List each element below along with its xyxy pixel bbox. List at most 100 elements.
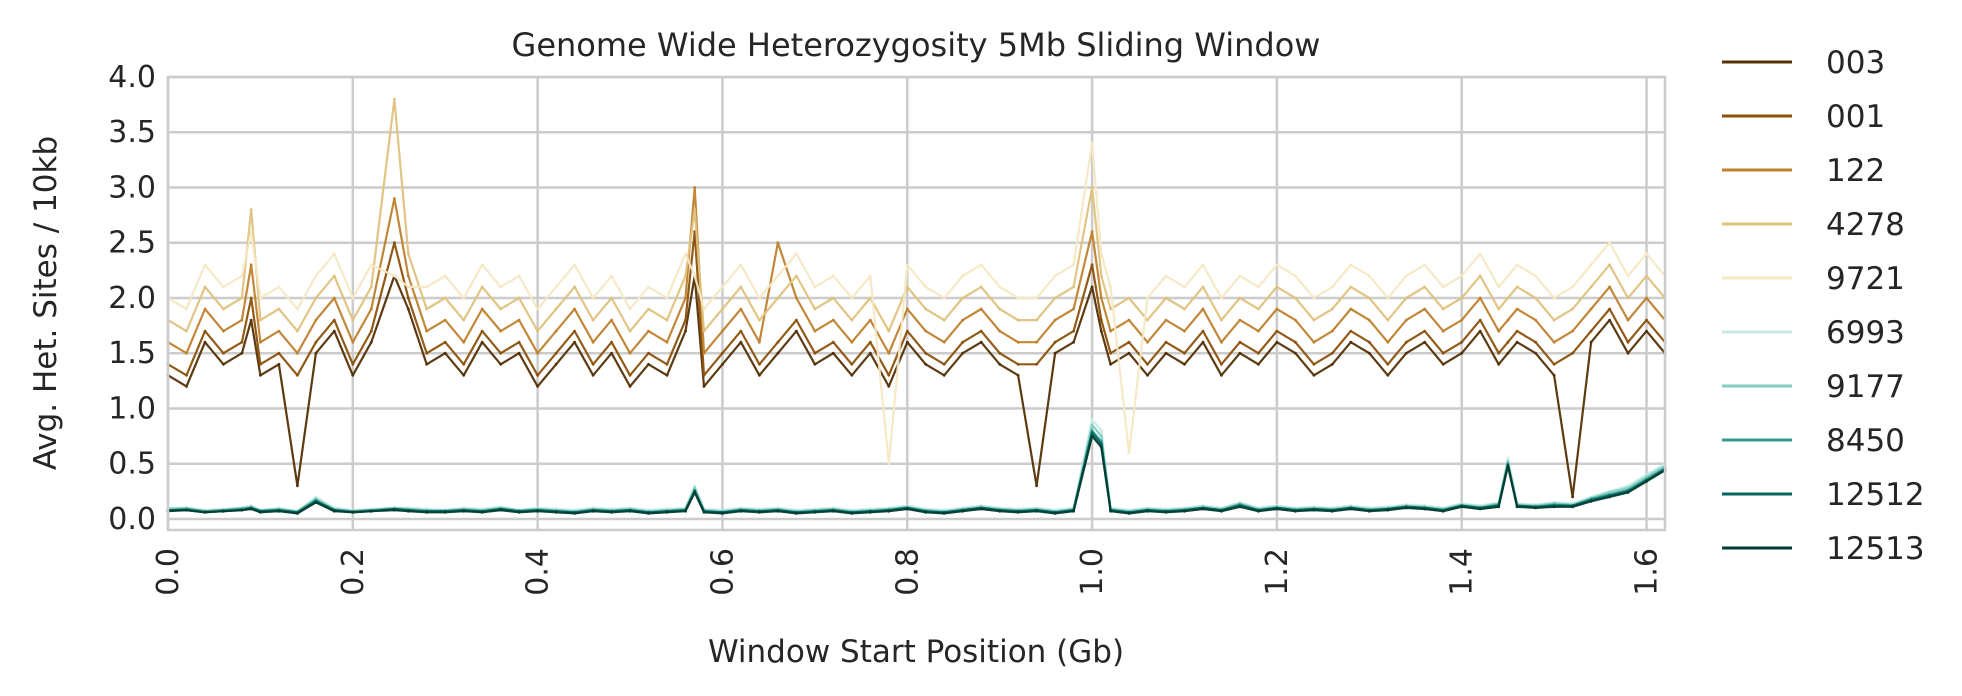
data-point-001 <box>314 340 318 344</box>
data-point-003 <box>1201 340 1205 344</box>
data-point-001 <box>1164 340 1168 344</box>
data-point-001 <box>1330 351 1334 355</box>
data-point-4278 <box>591 318 595 322</box>
data-point-12513 <box>693 491 697 494</box>
data-point-12513 <box>1497 505 1501 509</box>
data-point-12513 <box>1552 505 1556 509</box>
data-point-4278 <box>1589 285 1593 289</box>
data-point-12513 <box>393 508 396 512</box>
data-point-12513 <box>1146 509 1149 513</box>
data-point-4278 <box>1386 318 1390 322</box>
data-point-122 <box>850 340 854 344</box>
data-point-001 <box>1035 362 1038 366</box>
data-point-001 <box>850 362 854 366</box>
data-point-001 <box>259 362 262 366</box>
data-point-003 <box>536 385 539 388</box>
data-point-4278 <box>573 285 576 289</box>
data-point-003 <box>1478 329 1482 333</box>
data-point-4278 <box>1090 186 1094 189</box>
data-point-122 <box>1349 307 1353 311</box>
data-point-122 <box>332 296 336 300</box>
data-point-4278 <box>1146 318 1149 322</box>
data-point-9721 <box>1506 274 1510 278</box>
data-point-9721 <box>1312 296 1316 300</box>
data-point-122 <box>1201 307 1205 311</box>
data-point-9721 <box>905 263 909 267</box>
legend-label-9721: 9721 <box>1826 261 1905 297</box>
data-point-12513 <box>369 509 373 513</box>
data-point-12513 <box>443 510 447 514</box>
data-point-4278 <box>1294 296 1297 300</box>
data-point-122 <box>1460 318 1464 322</box>
y-tick-label: 3.5 <box>108 115 156 150</box>
data-point-003 <box>924 362 928 366</box>
data-point-003 <box>1571 495 1574 499</box>
legend-label-12513: 12513 <box>1826 531 1925 567</box>
data-point-003 <box>1164 351 1168 355</box>
data-point-001 <box>1571 351 1574 355</box>
data-point-9721 <box>259 296 262 300</box>
data-point-9721 <box>573 263 576 267</box>
data-point-003 <box>425 362 429 366</box>
y-tick-label: 1.5 <box>108 336 156 371</box>
data-point-12513 <box>1349 507 1353 511</box>
data-point-4278 <box>942 318 946 322</box>
data-point-001 <box>905 329 909 333</box>
data-point-9721 <box>1608 241 1611 245</box>
data-point-122 <box>591 340 595 344</box>
data-point-001 <box>351 362 355 366</box>
data-point-001 <box>1608 307 1611 311</box>
data-point-122 <box>1127 318 1131 322</box>
y-tick-label: 2.5 <box>108 226 156 261</box>
data-point-9721 <box>924 285 928 289</box>
data-point-12513 <box>249 507 253 511</box>
data-point-4278 <box>1626 296 1630 300</box>
data-point-9721 <box>1626 274 1630 278</box>
data-point-001 <box>517 340 521 344</box>
data-point-122 <box>610 318 613 322</box>
data-point-12513 <box>1035 509 1038 513</box>
data-point-9721 <box>1386 296 1390 300</box>
data-point-9721 <box>591 296 595 300</box>
data-point-9721 <box>536 307 539 311</box>
data-point-003 <box>1220 373 1223 377</box>
data-point-4278 <box>758 318 761 322</box>
data-point-9721 <box>1515 263 1519 267</box>
data-point-122 <box>887 351 891 355</box>
data-point-4278 <box>1164 296 1168 300</box>
data-point-003 <box>1349 340 1353 344</box>
data-point-12513 <box>905 507 909 511</box>
data-point-4278 <box>480 285 484 289</box>
data-point-12513 <box>1016 510 1020 514</box>
data-point-6993 <box>1099 429 1103 432</box>
data-point-003 <box>739 340 743 344</box>
data-point-122 <box>1072 307 1075 311</box>
data-point-9721 <box>1497 285 1501 289</box>
data-point-001 <box>1257 351 1260 355</box>
data-point-122 <box>1220 340 1223 344</box>
data-point-003 <box>1238 351 1242 355</box>
data-point-001 <box>813 351 817 355</box>
data-point-4278 <box>924 307 928 311</box>
data-point-12513 <box>1238 505 1242 509</box>
data-point-001 <box>758 362 761 366</box>
data-point-4278 <box>887 329 891 333</box>
data-point-003 <box>758 373 761 377</box>
data-point-4278 <box>1257 307 1260 311</box>
data-point-122 <box>721 329 724 333</box>
data-point-122 <box>1589 307 1593 311</box>
data-point-4278 <box>1571 307 1574 311</box>
data-point-12513 <box>1386 508 1390 512</box>
y-axis-ticks: 0.0 0.5 1.0 1.5 2.0 2.5 3.0 3.5 4.0 <box>108 60 156 537</box>
data-point-9721 <box>1478 252 1482 256</box>
data-point-12513 <box>222 509 225 513</box>
data-point-9721 <box>1257 285 1260 289</box>
data-point-4278 <box>351 318 355 322</box>
data-point-122 <box>1053 318 1057 322</box>
data-point-4278 <box>831 296 835 300</box>
legend: 003 001 122 4278 9721 6993 9177 8450 12512 12513 <box>1722 45 1925 567</box>
data-point-001 <box>1109 351 1112 355</box>
data-point-003 <box>1146 373 1149 377</box>
data-point-9721 <box>1090 141 1094 145</box>
